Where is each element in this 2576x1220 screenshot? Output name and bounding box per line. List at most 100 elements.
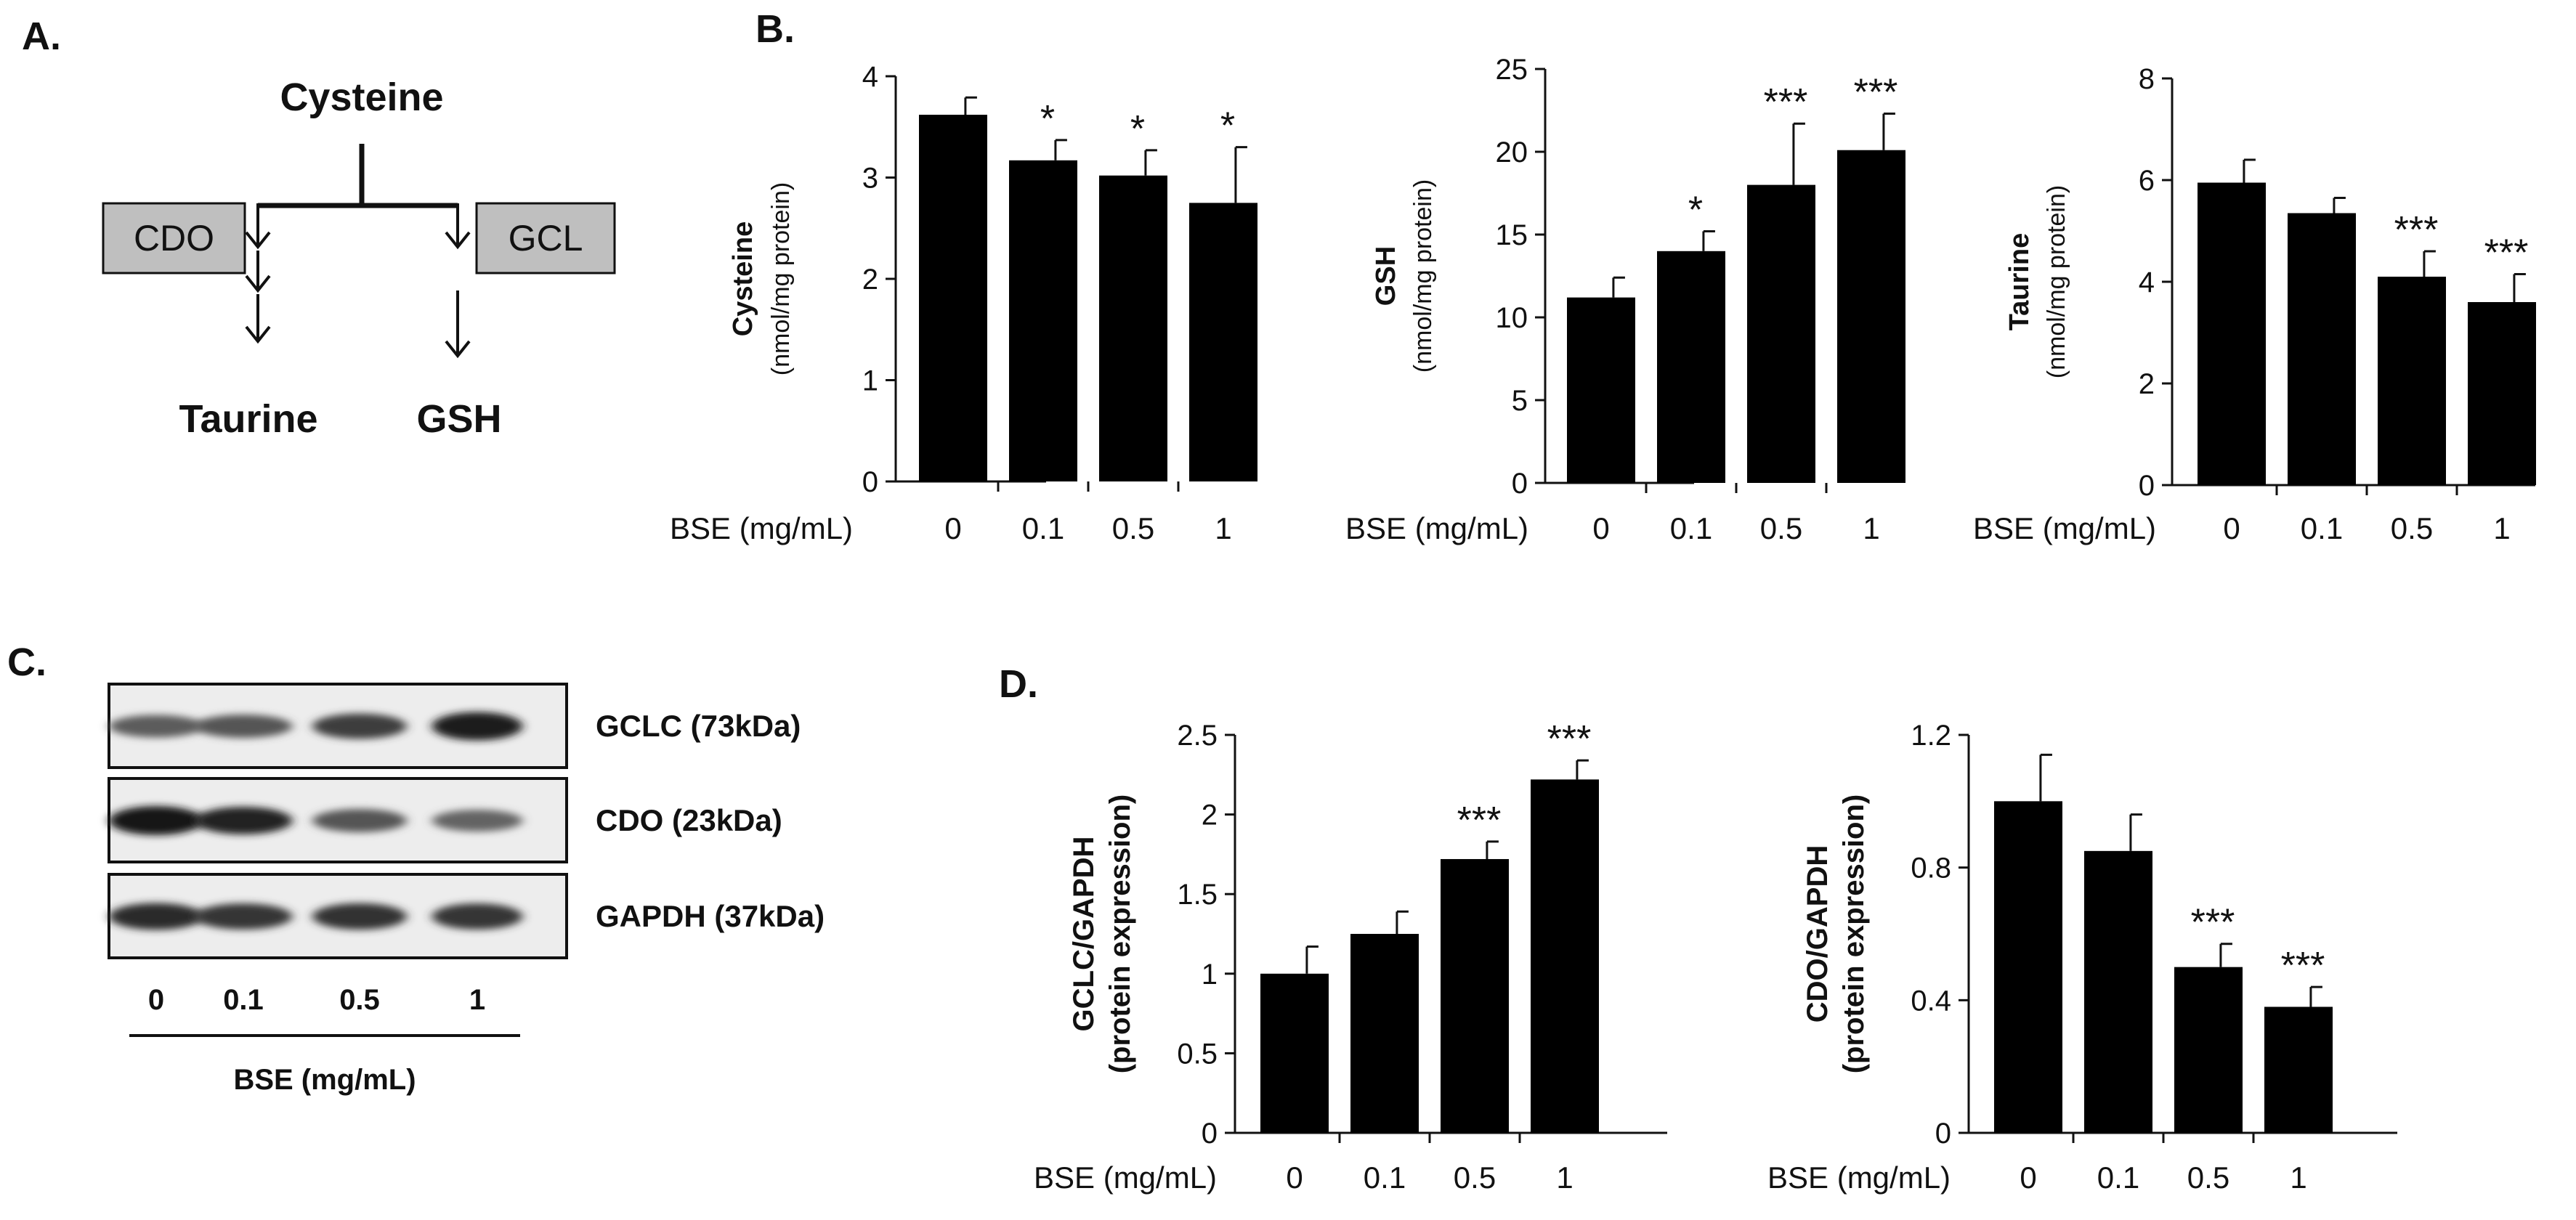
x-tick-label: 1 [2290,1160,2306,1195]
significance-marker: *** [2484,232,2529,274]
panel-c: C. GCLC (73kDa)CDO (23kDa)GAPDH (37kDa) … [7,640,825,1096]
y-tick-label: 0.4 [1911,985,1951,1017]
y-axis-label: Taurine [2004,233,2035,330]
blot-row: CDO (23kDa) [108,777,782,863]
bar [1567,297,1635,483]
y-tick-label: 0.5 [1177,1038,1218,1070]
blot-rows: GCLC (73kDa) CDO (23kDa) GAPDH (37kDa) [108,683,825,959]
blot-row: GAPDH (37kDa) [108,873,825,959]
x-axis-label: BSE (mg/mL) [670,511,853,545]
blot-band [312,903,407,930]
bar [2468,302,2536,485]
x-tick-label: 1 [1863,511,1879,545]
significance-marker: *** [2281,945,2325,987]
x-tick-label: 0.5 [1112,511,1154,545]
chart-gsh: 0 5 10 15 20 25 0 * 0.1 *** 0.5 *** 1 BSE (mg/mL) GSH (… [1345,54,1905,545]
blot-protein-label: CDO (23kDa) [596,803,782,837]
bar [2084,850,2152,1133]
gsh-node: GSH [416,397,501,441]
y-tick-label: 4 [862,61,878,93]
gcl-enzyme-label: GCL [509,218,583,259]
bar [2264,1006,2333,1133]
bar [1531,779,1599,1133]
x-axis-label: BSE (mg/mL) [1767,1160,1951,1195]
y-tick-label: 10 [1496,302,1528,334]
panel-label-d: D. [999,662,1038,706]
cysteine-node: Cysteine [280,76,443,119]
y-axis-sublabel: (protein expression) [1838,794,1870,1074]
x-tick-label: 0 [944,511,961,545]
bar [2378,277,2446,485]
bar [2174,967,2243,1133]
x-tick-label: 0 [2223,511,2240,545]
chart-taurine: 0 2 4 6 8 0 0.1 *** 0.5 *** 1 BSE (mg/mL) Taurine (nm… [1973,63,2536,545]
significance-marker: * [1688,189,1703,231]
blot-band [109,903,203,930]
x-tick-label: 1 [2493,511,2510,545]
x-tick-label: 0.1 [1364,1160,1406,1195]
x-tick-label: 0.5 [2391,511,2433,545]
y-tick-label: 1.5 [1177,879,1218,911]
y-tick-label: 1 [862,365,878,397]
x-tick-label: 0.5 [2187,1160,2229,1195]
significance-marker: *** [1547,718,1592,760]
blot-lane-label: 0 [148,984,164,1016]
blot-band [194,715,293,738]
chart-gclc-gapdh: 0 0.5 1 1.5 2 2.5 0 0.1 *** 0.5 *** 1 BSE (mg/mL) GCL… [1034,718,1667,1195]
y-tick-label: 6 [2139,165,2155,197]
blot-lane-label: 0.5 [339,984,380,1016]
significance-marker: *** [1457,800,1502,842]
y-tick-label: 5 [1512,385,1528,417]
y-axis-sublabel: (nmol/mg protein) [767,182,795,375]
blot-lane-labels: 0 0.1 0.5 1 [148,984,485,1016]
blot-band [312,809,407,832]
blot-xlabel: BSE (mg/mL) [233,1064,416,1096]
bar [1260,973,1329,1133]
x-axis-label: BSE (mg/mL) [1034,1160,1217,1195]
panel-a: A. Cysteine CDO GCL Taurine GSH [22,15,616,441]
y-tick-label: 2 [862,264,878,296]
blot-band [109,715,203,738]
y-axis-label: GCLC/GAPDH [1068,837,1100,1032]
y-axis-sublabel: (nmol/mg protein) [1409,179,1437,373]
y-tick-label: 8 [2139,63,2155,95]
pathway-arrows [245,144,471,359]
x-tick-label: 0 [1286,1160,1303,1195]
y-tick-label: 1.2 [1911,720,1951,752]
y-tick-label: 25 [1496,54,1528,86]
blot-lane-label: 0.1 [223,984,264,1016]
blot-band [109,806,203,835]
blot-protein-label: GAPDH (37kDa) [596,899,825,933]
blot-band [432,712,523,741]
significance-marker: * [1220,105,1235,147]
bar [2288,213,2356,485]
chart-cysteine: 0 1 2 3 4 0 * 0.1 * 0.5 * 1 BSE (mg/mL) Cysteine (nmol… [670,61,1257,545]
y-axis-sublabel: (protein expression) [1104,794,1136,1074]
blot-lane-label: 1 [469,984,485,1016]
y-tick-label: 0 [1935,1118,1951,1150]
y-axis-label: Cysteine [728,221,758,336]
bar [1837,150,1905,483]
bar [1747,184,1815,483]
significance-marker: *** [1854,72,1898,114]
y-axis-label: GSH [1371,246,1401,306]
significance-marker: * [1130,108,1145,150]
x-tick-label: 0.1 [1022,511,1064,545]
y-tick-label: 0 [1512,468,1528,500]
blot-band [194,903,293,930]
x-axis-label: BSE (mg/mL) [1345,511,1528,545]
significance-marker: *** [2394,209,2439,251]
blot-protein-label: GCLC (73kDa) [596,709,801,743]
x-tick-label: 0.1 [1670,511,1712,545]
significance-marker: * [1040,98,1055,140]
x-axis-label: BSE (mg/mL) [1973,511,2156,545]
chart-cdo-gapdh: 0 0.4 0.8 1.2 0 0.1 *** 0.5 *** 1 BSE (mg/mL) CDO/G… [1767,720,2397,1195]
bar [2198,182,2266,485]
x-tick-label: 0.1 [2301,511,2343,545]
panel-label-c: C. [7,640,46,684]
y-tick-label: 1 [1202,959,1218,991]
bar [1009,160,1077,481]
x-tick-label: 1 [1556,1160,1573,1195]
x-tick-label: 0.5 [1454,1160,1496,1195]
significance-marker: *** [1764,81,1808,123]
